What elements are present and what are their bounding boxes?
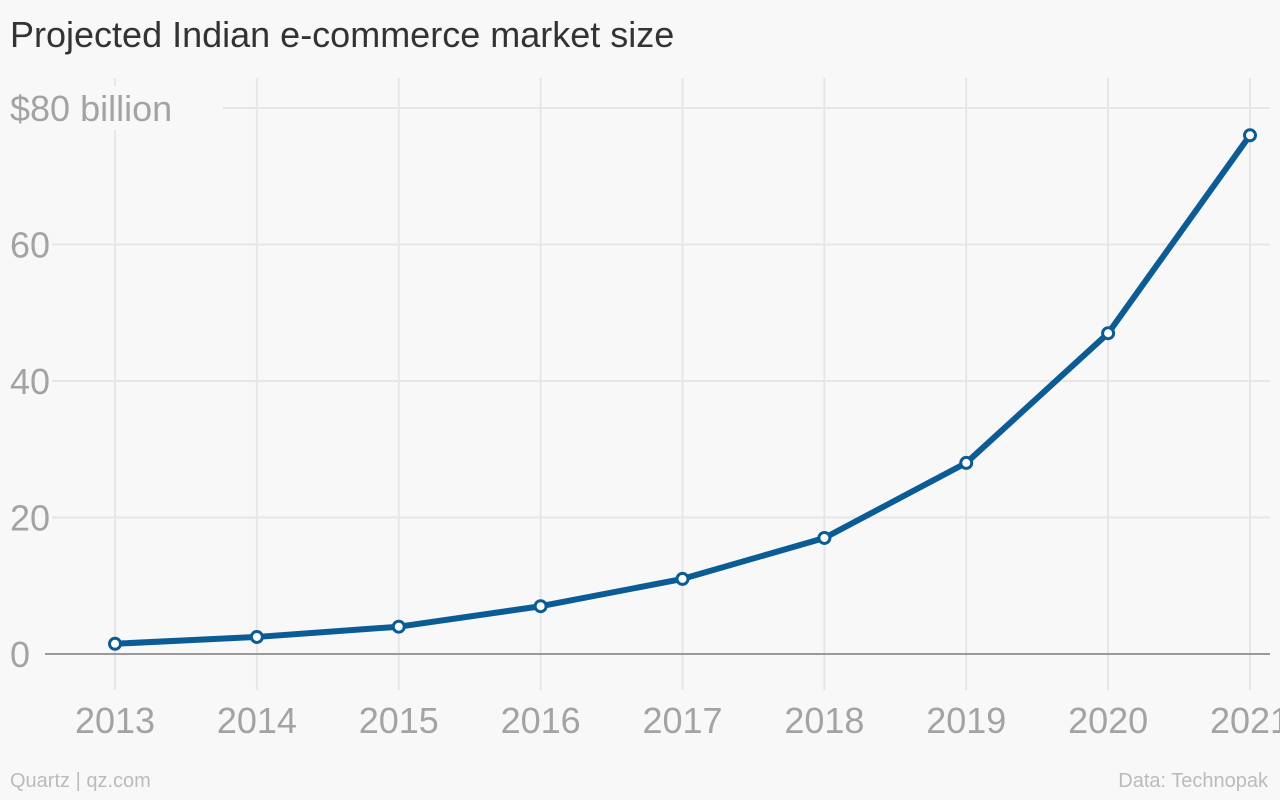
x-tick-label: 2019	[926, 700, 1006, 741]
data-point	[1243, 128, 1257, 143]
x-tick-label: 2014	[217, 700, 297, 741]
y-tick-label: 20	[10, 498, 50, 539]
x-tick-label: 2013	[75, 700, 155, 741]
x-tick-label: 2020	[1068, 700, 1148, 741]
y-tick-label: $80 billion	[10, 88, 172, 129]
data-point	[108, 636, 122, 651]
y-tick-label-background	[4, 222, 52, 267]
x-tick-label: 2021	[1210, 700, 1280, 741]
y-tick-labels: 0 20 40 60 $80 billion	[4, 86, 223, 676]
data-point	[817, 530, 832, 545]
data-point	[391, 619, 406, 634]
y-tick-label-background	[4, 495, 52, 540]
data-point	[675, 571, 690, 586]
x-tick-labels: 2013 2014 2015 2016 2017 2018 2019 2020 2021	[75, 700, 1280, 741]
data-points	[108, 128, 1257, 651]
y-tick-label: 40	[10, 361, 50, 402]
y-tick-label: 0	[10, 634, 30, 675]
x-tick-label: 2017	[642, 700, 722, 741]
y-tick-label: 60	[10, 225, 50, 266]
data-point	[249, 629, 264, 644]
source-label: Data: Technopak	[1118, 770, 1268, 792]
data-point	[533, 599, 548, 614]
chart-title: Projected Indian e-commerce market size	[10, 14, 675, 55]
x-tick-label: 2016	[501, 700, 581, 741]
credit-label: Quartz | qz.com	[10, 770, 151, 792]
data-point	[1101, 326, 1116, 341]
gridlines	[45, 78, 1270, 690]
y-tick-label-background	[4, 632, 33, 676]
x-tick-label: 2018	[784, 700, 864, 741]
x-tick-label: 2015	[359, 700, 439, 741]
y-tick-label-background	[4, 86, 223, 130]
data-point	[959, 455, 974, 470]
y-tick-label-background	[4, 359, 52, 403]
